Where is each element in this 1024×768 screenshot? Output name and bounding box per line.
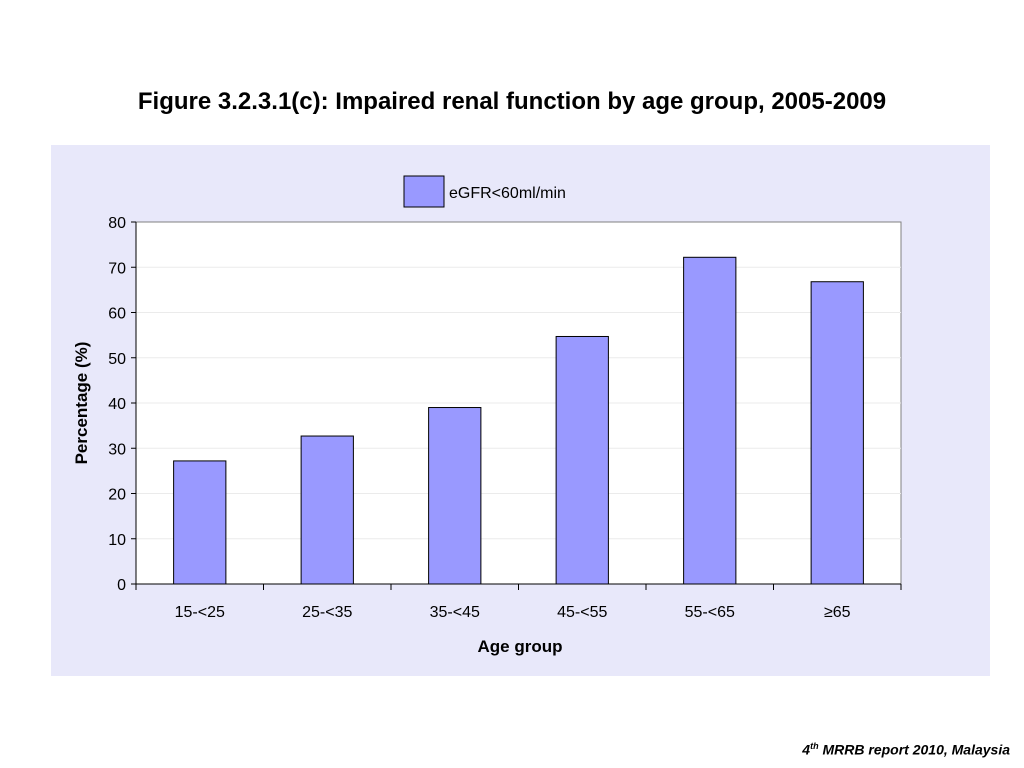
chart-area: eGFR<60ml/min 0 10 20 30 40 50 60 70 80 15-<25 25… [51, 145, 990, 676]
y-axis: 0 10 20 30 40 50 60 70 80 [108, 215, 137, 594]
bars [173, 256, 864, 585]
y-tick-label: 60 [108, 306, 126, 323]
y-tick-label: 30 [108, 441, 126, 458]
legend-swatch [403, 175, 445, 208]
bar [173, 460, 227, 585]
bar [428, 407, 482, 585]
source-footer: 4th MRRB report 2010, Malaysia [802, 741, 1010, 758]
bar [300, 435, 354, 585]
y-tick-label: 70 [108, 260, 126, 277]
y-tick-label: 40 [108, 396, 126, 413]
legend-label: eGFR<60ml/min [449, 185, 566, 202]
x-tick-label: 25-<35 [302, 604, 352, 621]
footer-ordinal-suffix: th [810, 741, 819, 752]
footer-text: MRRB report 2010, Malaysia [818, 742, 1010, 758]
x-tick-label: ≥65 [824, 604, 851, 621]
gridlines [136, 266, 901, 540]
y-tick-label: 10 [108, 532, 126, 549]
footer-ordinal: 4 [802, 742, 811, 758]
y-tick-label: 0 [117, 577, 126, 594]
bar [555, 335, 609, 585]
x-tick-label: 55-<65 [685, 604, 735, 621]
x-tick-label: 35-<45 [430, 604, 480, 621]
y-tick-label: 50 [108, 351, 126, 368]
x-axis-label: Age group [478, 637, 563, 656]
bar [683, 256, 737, 585]
legend: eGFR<60ml/min [403, 175, 566, 208]
bar [810, 281, 864, 585]
x-axis: 15-<25 25-<35 35-<45 45-<55 55-<65 ≥65 [135, 583, 902, 621]
x-tick-label: 15-<25 [175, 604, 225, 621]
y-tick-label: 20 [108, 487, 126, 504]
bar-chart: eGFR<60ml/min 0 10 20 30 40 50 60 70 80 15-<25 25… [72, 175, 902, 656]
y-axis-label: Percentage (%) [72, 342, 91, 465]
y-tick-label: 80 [108, 215, 126, 232]
x-tick-label: 45-<55 [557, 604, 607, 621]
page-title: Figure 3.2.3.1(c): Impaired renal functi… [137, 88, 887, 115]
